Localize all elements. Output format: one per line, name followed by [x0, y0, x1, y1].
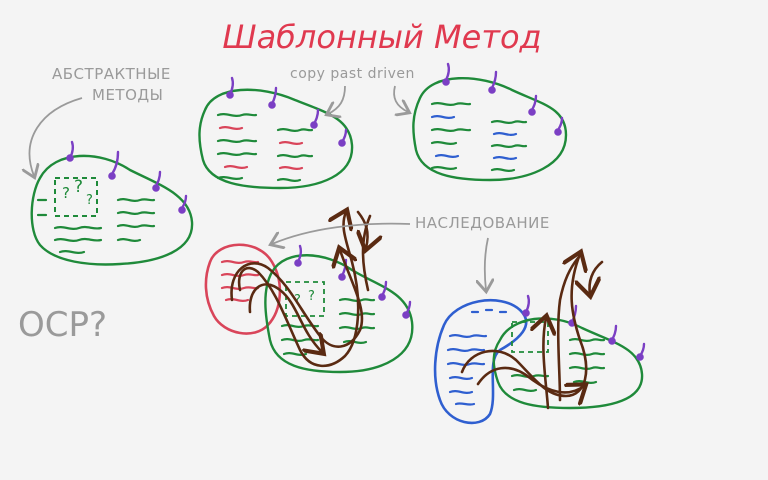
extension-hooks [226, 76, 348, 147]
abstract-template-blob: ? ? ? [30, 140, 194, 266]
copy-blob-blue [412, 62, 568, 182]
question-mark: ? [86, 193, 93, 208]
extension-hooks [442, 62, 564, 136]
inheritance-blob-red: ? ? [204, 212, 414, 374]
arrow-to-blue-subclass [485, 237, 488, 290]
arrow-to-red-subclass [272, 222, 411, 244]
inheritance-blob-blue [433, 254, 646, 425]
abstract-placeholder-box [285, 281, 325, 317]
extension-hooks [522, 294, 646, 361]
code-lines-green [36, 198, 156, 254]
abstract-blob-outline [30, 154, 194, 266]
question-mark: ? [62, 184, 70, 202]
code-lines-mixed [216, 113, 314, 182]
abstract-placeholder-box [54, 177, 98, 217]
extension-hooks [66, 140, 188, 214]
template-blob-outline [492, 317, 644, 410]
copy-blob-red-outline [198, 88, 354, 190]
code-lines-mixed [430, 102, 528, 172]
label-ocp: OCP? [18, 305, 107, 345]
control-flow-arrows [460, 254, 604, 410]
arrow-to-red-copy [328, 85, 346, 114]
control-flow-arrows [230, 212, 370, 368]
copy-blob-red [198, 76, 354, 190]
diagram-title: Шаблонный Метод [222, 18, 541, 56]
code-lines-blue [446, 308, 508, 406]
template-blob-outline [264, 254, 414, 374]
abstract-placeholder-box [511, 321, 549, 353]
label-abstract-methods-line2: МЕТОДЫ [92, 86, 163, 104]
arrow-to-blue-copy [393, 85, 408, 112]
label-copy-paste-driven: copy past driven [290, 66, 415, 82]
label-inheritance: НАСЛЕДОВАНИЕ [415, 214, 550, 232]
blue-subclass-outline [433, 299, 528, 425]
arrow-abstract-methods [30, 97, 83, 176]
label-abstract-methods-line1: АБСТРАКТНЫЕ [52, 65, 171, 83]
question-mark: ? [74, 177, 83, 197]
question-mark: ? [308, 289, 315, 304]
